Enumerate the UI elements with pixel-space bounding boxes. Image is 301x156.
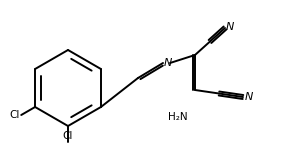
Text: Cl: Cl: [10, 110, 20, 120]
Text: N: N: [164, 58, 172, 68]
Text: Cl: Cl: [63, 131, 73, 141]
Text: N: N: [245, 92, 253, 102]
Text: H₂N: H₂N: [168, 112, 188, 122]
Text: N: N: [226, 22, 234, 32]
